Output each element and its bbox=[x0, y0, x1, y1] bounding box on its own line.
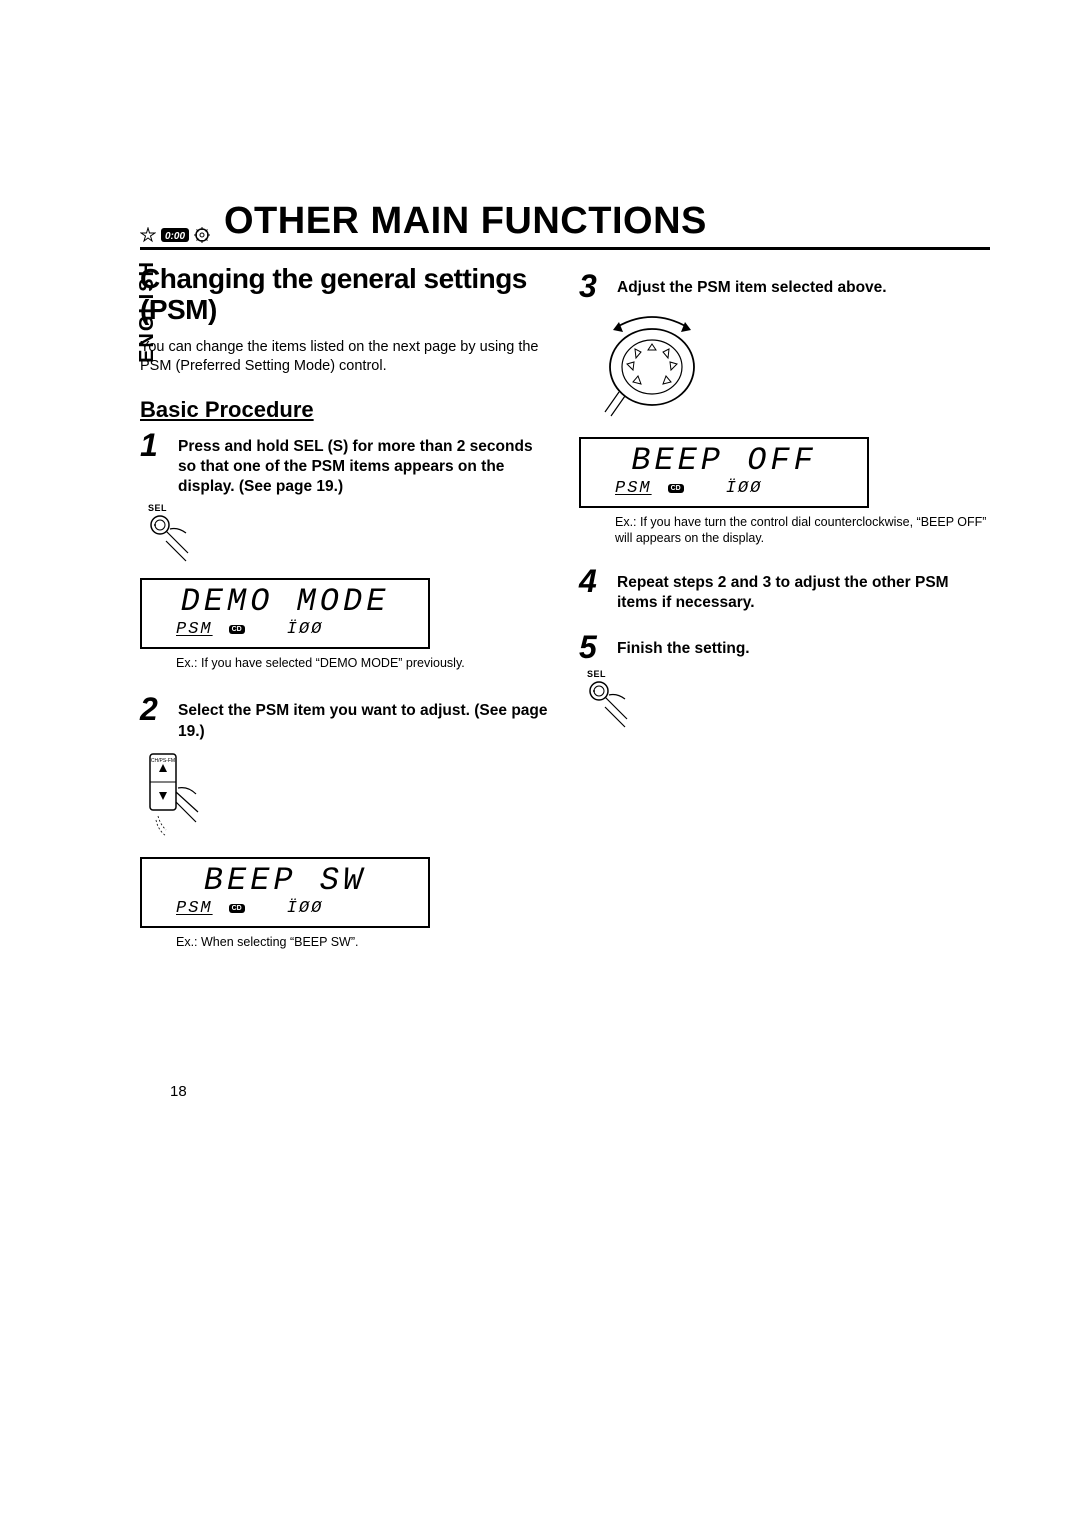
language-tab: ENGLISH bbox=[136, 260, 159, 363]
step3-caption: Ex.: If you have turn the control dial c… bbox=[579, 514, 990, 547]
step2-caption: Ex.: When selecting “BEEP SW”. bbox=[140, 934, 551, 950]
display-cd: CD bbox=[668, 484, 684, 493]
display-right: ÏØØ bbox=[287, 899, 324, 918]
sel-press-icon bbox=[587, 679, 637, 729]
left-column: Changing the general settings (PSM) You … bbox=[140, 264, 551, 950]
display-sub-row: PSM CD ÏØØ bbox=[156, 899, 414, 918]
sel-label: SEL bbox=[148, 503, 551, 513]
sel-label: SEL bbox=[587, 669, 990, 679]
main-title: OTHER MAIN FUNCTIONS bbox=[224, 200, 707, 243]
rocker-icon: CH/PS-FM bbox=[148, 752, 218, 842]
display-beep-sw: BEEP SW PSM CD ÏØØ bbox=[140, 857, 430, 928]
gear-icon bbox=[194, 227, 210, 243]
display-main-text: BEEP SW bbox=[156, 865, 414, 897]
display-psm: PSM bbox=[615, 479, 652, 498]
step-text: Press and hold SEL (S) for more than 2 s… bbox=[178, 429, 551, 497]
display-beep-off: BEEP OFF PSM CD ÏØØ bbox=[579, 437, 869, 508]
sel-button-illustration: SEL bbox=[148, 503, 551, 568]
display-right: ÏØØ bbox=[726, 479, 763, 498]
step1-caption: Ex.: If you have selected “DEMO MODE” pr… bbox=[140, 655, 551, 671]
display-sub-row: PSM CD ÏØØ bbox=[595, 479, 853, 498]
step-number: 1 bbox=[140, 429, 168, 497]
step-4: 4 Repeat steps 2 and 3 to adjust the oth… bbox=[579, 565, 990, 613]
section-title: Changing the general settings (PSM) bbox=[140, 264, 551, 326]
step-number: 5 bbox=[579, 631, 607, 663]
step-text: Repeat steps 2 and 3 to adjust the other… bbox=[617, 565, 990, 613]
control-dial-illustration bbox=[587, 312, 990, 427]
content-columns: Changing the general settings (PSM) You … bbox=[140, 264, 990, 950]
svg-text:0:00: 0:00 bbox=[165, 231, 185, 242]
display-sub-row: PSM CD ÏØØ bbox=[156, 620, 414, 639]
display-psm: PSM bbox=[176, 899, 213, 918]
display-demo-mode: DEMO MODE PSM CD ÏØØ bbox=[140, 578, 430, 649]
step-text: Select the PSM item you want to adjust. … bbox=[178, 693, 551, 741]
display-psm: PSM bbox=[176, 620, 213, 639]
step-text: Finish the setting. bbox=[617, 631, 750, 659]
header-icons: 0:00 bbox=[140, 227, 210, 243]
step-2: 2 Select the PSM item you want to adjust… bbox=[140, 693, 551, 741]
display-main-text: DEMO MODE bbox=[156, 586, 414, 618]
intro-text: You can change the items listed on the n… bbox=[140, 338, 551, 377]
display-cd: CD bbox=[229, 625, 245, 634]
clock-icon: 0:00 bbox=[160, 227, 190, 243]
sel-button-illustration-2: SEL bbox=[587, 669, 990, 734]
basic-procedure-heading: Basic Procedure bbox=[140, 397, 551, 423]
dial-icon bbox=[587, 312, 717, 422]
sel-press-icon bbox=[148, 513, 198, 563]
display-cd: CD bbox=[229, 904, 245, 913]
page-number: 18 bbox=[170, 1083, 187, 1100]
right-column: 3 Adjust the PSM item selected above. bbox=[579, 264, 990, 950]
step-number: 4 bbox=[579, 565, 607, 613]
page-container: ENGLISH 0:00 OTHER MAIN FUNCTIONS Changi… bbox=[0, 0, 1080, 1010]
svg-text:CH/PS-FM: CH/PS-FM bbox=[151, 758, 175, 764]
header-row: 0:00 OTHER MAIN FUNCTIONS bbox=[140, 200, 990, 250]
step-text: Adjust the PSM item selected above. bbox=[617, 270, 887, 298]
rocker-switch-illustration: CH/PS-FM bbox=[148, 752, 551, 847]
step-5: 5 Finish the setting. bbox=[579, 631, 990, 663]
step-number: 2 bbox=[140, 693, 168, 741]
step-number: 3 bbox=[579, 270, 607, 302]
display-main-text: BEEP OFF bbox=[595, 445, 853, 477]
step-1: 1 Press and hold SEL (S) for more than 2… bbox=[140, 429, 551, 497]
display-right: ÏØØ bbox=[287, 620, 324, 639]
star-icon bbox=[140, 227, 156, 243]
step-3: 3 Adjust the PSM item selected above. bbox=[579, 270, 990, 302]
